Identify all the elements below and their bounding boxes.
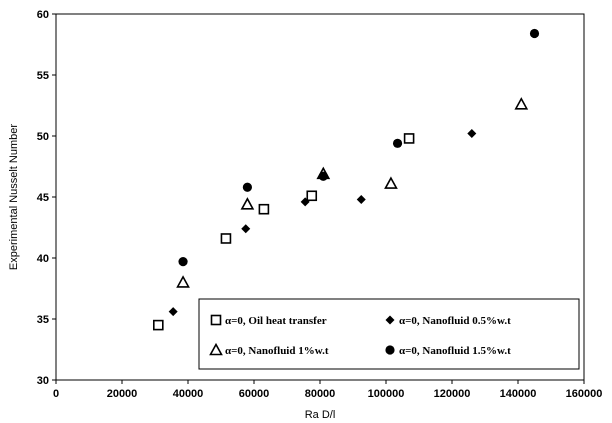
data-point bbox=[514, 97, 529, 110]
legend-marker bbox=[385, 315, 395, 325]
data-point bbox=[242, 182, 252, 192]
y-tick-label: 50 bbox=[37, 131, 49, 143]
data-point bbox=[300, 197, 310, 207]
y-axis-ticks: 30 35 40 45 50 55 60 bbox=[37, 9, 56, 387]
data-point bbox=[168, 307, 178, 317]
x-tick-label: 0 bbox=[53, 388, 59, 400]
legend-marker bbox=[385, 345, 395, 355]
legend-label: α=0, Nanofluid 0.5%w.t bbox=[399, 315, 511, 327]
data-point bbox=[403, 133, 415, 144]
data-point bbox=[258, 203, 270, 215]
legend-label: α=0, Nanofluid 1%w.t bbox=[225, 345, 329, 357]
data-point bbox=[176, 275, 190, 288]
x-axis-ticks: 0 20000 40000 60000 80000 100000 120000 140000 1… bbox=[53, 380, 602, 400]
x-tick-label: 140000 bbox=[500, 388, 537, 400]
data-point bbox=[384, 176, 398, 189]
data-point bbox=[240, 197, 255, 210]
legend-label: α=0, Oil heat transfer bbox=[225, 315, 327, 327]
x-tick-label: 120000 bbox=[434, 388, 471, 400]
data-point bbox=[178, 257, 188, 267]
x-tick-label: 40000 bbox=[173, 388, 204, 400]
data-point bbox=[318, 171, 328, 181]
data-point bbox=[529, 28, 540, 39]
y-tick-label: 55 bbox=[37, 70, 49, 82]
data-point bbox=[356, 194, 366, 204]
x-tick-label: 160000 bbox=[566, 388, 603, 400]
y-tick-label: 45 bbox=[37, 192, 49, 204]
data-point bbox=[467, 129, 477, 139]
legend-entry: α=0, Nanofluid 1.5%w.t bbox=[385, 345, 511, 357]
legend-items: α=0, Oil heat transfer α=0, Nanofluid 0.5… bbox=[209, 314, 511, 357]
legend-entry: α=0, Oil heat transfer bbox=[210, 314, 327, 327]
series-4 bbox=[178, 28, 540, 267]
x-axis-label: Ra D/l bbox=[305, 409, 336, 421]
legend-entry: α=0, Nanofluid 0.5%w.t bbox=[385, 315, 511, 327]
data-point bbox=[392, 138, 403, 148]
x-tick-label: 20000 bbox=[107, 388, 138, 400]
legend-marker bbox=[210, 314, 222, 326]
legend-marker bbox=[209, 342, 223, 356]
y-tick-label: 60 bbox=[37, 9, 49, 21]
y-tick-label: 35 bbox=[37, 314, 49, 326]
series-1 bbox=[153, 133, 415, 331]
y-tick-label: 30 bbox=[37, 375, 49, 387]
data-point bbox=[220, 233, 232, 244]
data-points bbox=[153, 28, 540, 331]
legend-box bbox=[198, 298, 580, 370]
data-point bbox=[306, 190, 318, 202]
y-tick-label: 40 bbox=[37, 253, 49, 265]
x-tick-label: 80000 bbox=[305, 388, 336, 400]
data-point bbox=[241, 224, 251, 234]
x-tick-label: 100000 bbox=[368, 388, 405, 400]
series-2 bbox=[168, 129, 477, 317]
y-axis-label: Experimental Nusselt Number bbox=[8, 124, 20, 270]
x-tick-label: 60000 bbox=[239, 388, 270, 400]
legend-label: α=0, Nanofluid 1.5%w.t bbox=[399, 345, 511, 357]
data-point bbox=[153, 319, 164, 331]
legend-entry: α=0, Nanofluid 1%w.t bbox=[209, 342, 329, 357]
legend: α=0, Oil heat transfer α=0, Nanofluid 0.5… bbox=[198, 298, 580, 370]
